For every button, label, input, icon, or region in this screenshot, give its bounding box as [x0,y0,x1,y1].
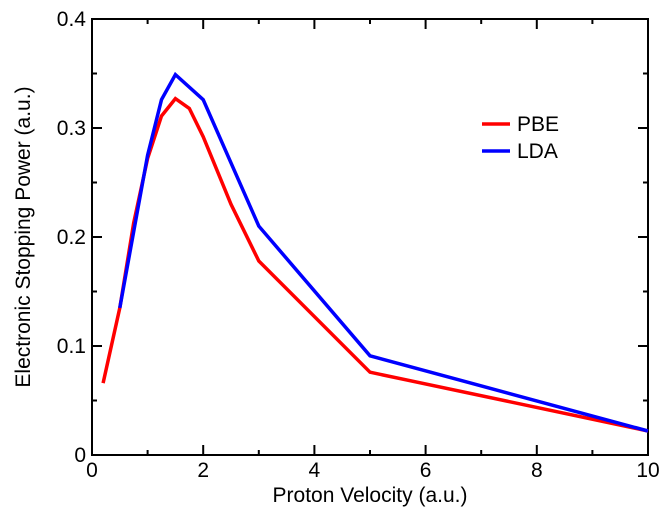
tick-labels: 0 2 4 6 8 10 0 0.1 0.2 0.3 0.4 [57,8,660,482]
series-lines [101,71,649,433]
x-tick-label: 6 [420,459,432,482]
legend-label-pbe: PBE [517,113,559,136]
y-tick-label: 0.4 [57,8,87,31]
plot-frame [91,18,649,456]
x-tick-label: 0 [86,459,98,482]
y-tick-label: 0.2 [57,226,86,249]
y-tick-label: 0 [74,444,86,467]
x-tick-label: 2 [197,459,209,482]
series-line-pbe [101,96,649,433]
x-tick-label: 4 [309,459,321,482]
y-tick-label: 0.1 [57,335,86,358]
x-axis-label: Proton Velocity (a.u.) [273,484,468,507]
x-tick-label: 8 [531,459,543,482]
ticks [91,18,649,456]
series-line-lda [118,71,649,433]
legend-label-lda: LDA [517,140,558,163]
y-tick-label: 0.3 [57,117,86,140]
legend: PBE LDA [482,113,559,163]
x-tick-label: 10 [636,459,659,482]
y-axis-label: Electronic Stopping Power (a.u.) [12,86,35,387]
